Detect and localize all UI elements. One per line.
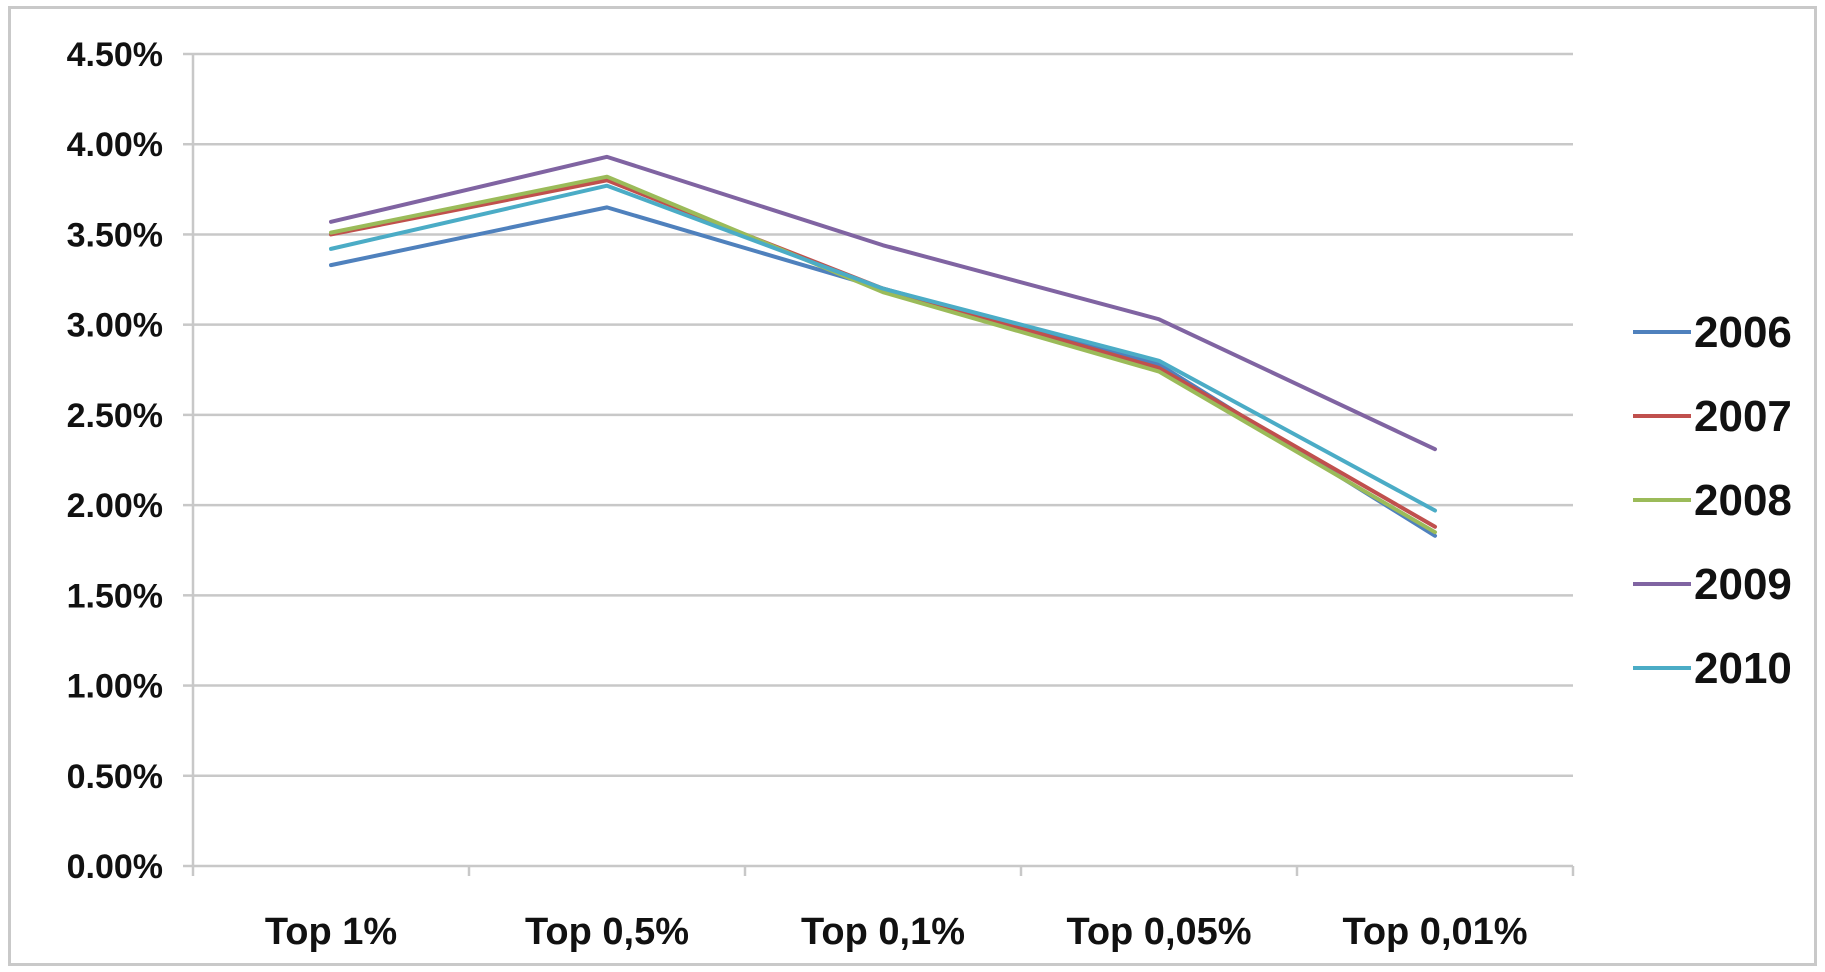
y-tick-label: 2.50% <box>67 397 163 435</box>
line-chart: 0.00% 0.50% 1.00% 1.50% 2.00% 2.50% 3.00% 3.50%… <box>67 36 1792 953</box>
y-axis-tick-labels: 0.00% 0.50% 1.00% 1.50% 2.00% 2.50% 3.00% 3.50%… <box>67 36 163 886</box>
y-tick-label: 4.00% <box>67 126 163 164</box>
y-tick-label: 0.50% <box>67 758 163 796</box>
series-line-2009 <box>329 154 1437 452</box>
legend: 2006 2007 2008 2009 2010 <box>1633 308 1792 693</box>
x-tick-label: Top 0,5% <box>525 911 689 953</box>
y-tick-label: 3.00% <box>67 307 163 345</box>
x-tick-label: Top 0,1% <box>801 911 965 953</box>
y-tick-label: 1.50% <box>67 577 163 615</box>
axes <box>183 52 1575 876</box>
x-tick-label: Top 0,05% <box>1066 911 1251 953</box>
legend-label-2006: 2006 <box>1694 308 1792 357</box>
legend-label-2009: 2009 <box>1694 560 1792 609</box>
legend-label-2010: 2010 <box>1694 644 1792 693</box>
series-line-2008 <box>329 174 1437 535</box>
x-axis-tick-labels: Top 1% Top 0,5% Top 0,1% Top 0,05% Top 0,01% <box>265 911 1528 953</box>
x-tick-label: Top 1% <box>265 911 397 953</box>
y-tick-label: 0.00% <box>67 848 163 886</box>
legend-label-2008: 2008 <box>1694 476 1792 525</box>
y-tick-label: 2.00% <box>67 487 163 525</box>
series-lines <box>329 154 1437 538</box>
y-tick-label: 3.50% <box>67 216 163 254</box>
y-tick-label: 4.50% <box>67 36 163 74</box>
x-tick-label: Top 0,01% <box>1342 911 1527 953</box>
legend-label-2007: 2007 <box>1694 392 1792 441</box>
y-tick-label: 1.00% <box>67 668 163 706</box>
chart-frame: 0.00% 0.50% 1.00% 1.50% 2.00% 2.50% 3.00% 3.50%… <box>8 6 1817 966</box>
series-line-2010 <box>329 183 1437 513</box>
gridlines <box>193 52 1573 778</box>
